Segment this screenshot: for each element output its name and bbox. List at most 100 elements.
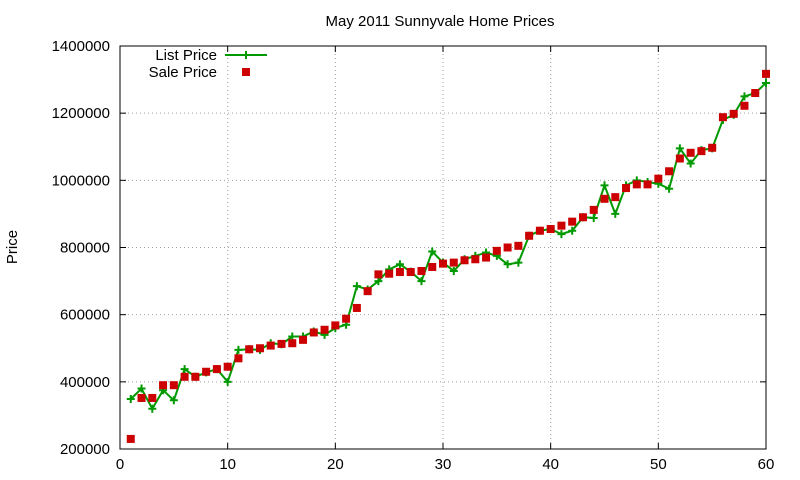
sale-price-point [686, 148, 695, 157]
sale-price-point [148, 393, 157, 402]
y-tick-label: 600000 [60, 307, 110, 324]
y-tick-label: 1200000 [52, 105, 110, 122]
list-price-point [503, 260, 512, 269]
legend-marker-sale-price [242, 68, 250, 76]
sale-price-point [557, 221, 566, 230]
list-price-point [557, 230, 566, 239]
sale-price-point [568, 217, 577, 226]
sale-price-point [503, 243, 512, 252]
sale-price-point [309, 328, 318, 337]
sale-price-point [406, 268, 415, 277]
sale-price-point [718, 113, 727, 122]
list-price-point [514, 258, 523, 267]
sale-price-point [331, 321, 340, 330]
y-tick-label: 800000 [60, 240, 110, 257]
list-price-point [417, 277, 426, 286]
x-tick-label: 40 [542, 456, 559, 473]
x-tick-label: 20 [327, 456, 344, 473]
sale-price-point [385, 269, 394, 278]
sale-price-point [697, 147, 706, 156]
sale-price-point [395, 268, 404, 277]
sale-price-point [708, 143, 717, 152]
sale-price-point [439, 259, 447, 268]
sale-price-point [126, 434, 135, 443]
sale-price-point [632, 180, 641, 189]
sale-price-point [320, 325, 329, 334]
sale-price-point [428, 262, 437, 271]
list-price-point [352, 282, 361, 291]
sale-price-point [417, 267, 426, 276]
sale-price-point [460, 256, 469, 265]
list-price-point [180, 365, 189, 374]
y-axis-label: Price [4, 230, 21, 264]
sale-price-point [578, 213, 587, 222]
sale-price-point [191, 372, 200, 381]
chart-title: May 2011 Sunnyvale Home Prices [326, 13, 555, 30]
y-tick-label: 400000 [60, 374, 110, 391]
sale-price-point [751, 89, 760, 98]
list-price-point [169, 396, 178, 405]
legend-marker-list-price [242, 51, 250, 59]
sale-price-point [212, 365, 221, 374]
x-tick-label: 60 [758, 456, 775, 473]
x-tick-label: 0 [116, 456, 124, 473]
list-price-point [288, 332, 297, 341]
list-price-point [137, 384, 146, 393]
list-price-point [762, 78, 770, 87]
sale-price-point [514, 241, 523, 250]
series-layer [126, 69, 770, 443]
legend: List Price Sale Price [149, 47, 267, 81]
sale-price-point [342, 314, 351, 323]
sale-price-point [277, 339, 286, 348]
x-tick-label: 30 [435, 456, 452, 473]
list-price-point [589, 213, 598, 222]
y-tick-label: 1400000 [52, 38, 110, 55]
sale-price-point [665, 167, 674, 176]
sale-price-point [352, 303, 361, 312]
sale-price-point [611, 193, 620, 202]
sale-price-point [234, 354, 243, 363]
x-tick-label: 50 [650, 456, 667, 473]
list-price-point [600, 181, 609, 190]
y-tick-label: 1000000 [52, 172, 110, 189]
sale-price-point [159, 381, 168, 390]
sale-price-point [525, 231, 534, 240]
sale-price-point [471, 255, 480, 264]
list-price-point [686, 159, 695, 168]
sale-price-point [363, 287, 372, 296]
sale-price-point [762, 69, 770, 78]
legend-label-sale-price: Sale Price [149, 64, 217, 81]
sale-price-point [675, 154, 684, 163]
sale-price-point [202, 367, 211, 376]
y-tick-label: 200000 [60, 441, 110, 458]
sale-price-point [600, 194, 609, 203]
sale-price-point [740, 101, 749, 110]
sale-price-point [589, 205, 598, 214]
sale-price-point [137, 393, 146, 402]
list-price-point [126, 394, 135, 403]
list-price-point [665, 184, 674, 193]
sale-price-point [492, 246, 501, 255]
sale-price-point [643, 180, 652, 189]
list-price-point [374, 277, 383, 286]
list-price-point [449, 267, 458, 276]
list-price-point [675, 144, 684, 153]
sale-price-point [288, 339, 297, 348]
sale-price-point [622, 184, 631, 193]
list-price-point [611, 209, 620, 218]
sale-price-point [223, 362, 232, 371]
sale-price-point [546, 225, 555, 234]
sale-price-point [535, 226, 544, 235]
list-price-point [234, 345, 243, 354]
sale-price-point [654, 174, 663, 183]
x-tick-label: 10 [219, 456, 236, 473]
legend-label-list-price: List Price [155, 47, 217, 64]
sale-price-point [180, 372, 189, 381]
list-price-point [148, 404, 157, 413]
axis-ticks: 0 10 20 30 40 50 60 200000 400000 600000 800000 100… [52, 38, 775, 473]
sale-price-point [169, 381, 178, 390]
sale-price-point [374, 270, 383, 279]
sale-price-point [449, 258, 458, 267]
